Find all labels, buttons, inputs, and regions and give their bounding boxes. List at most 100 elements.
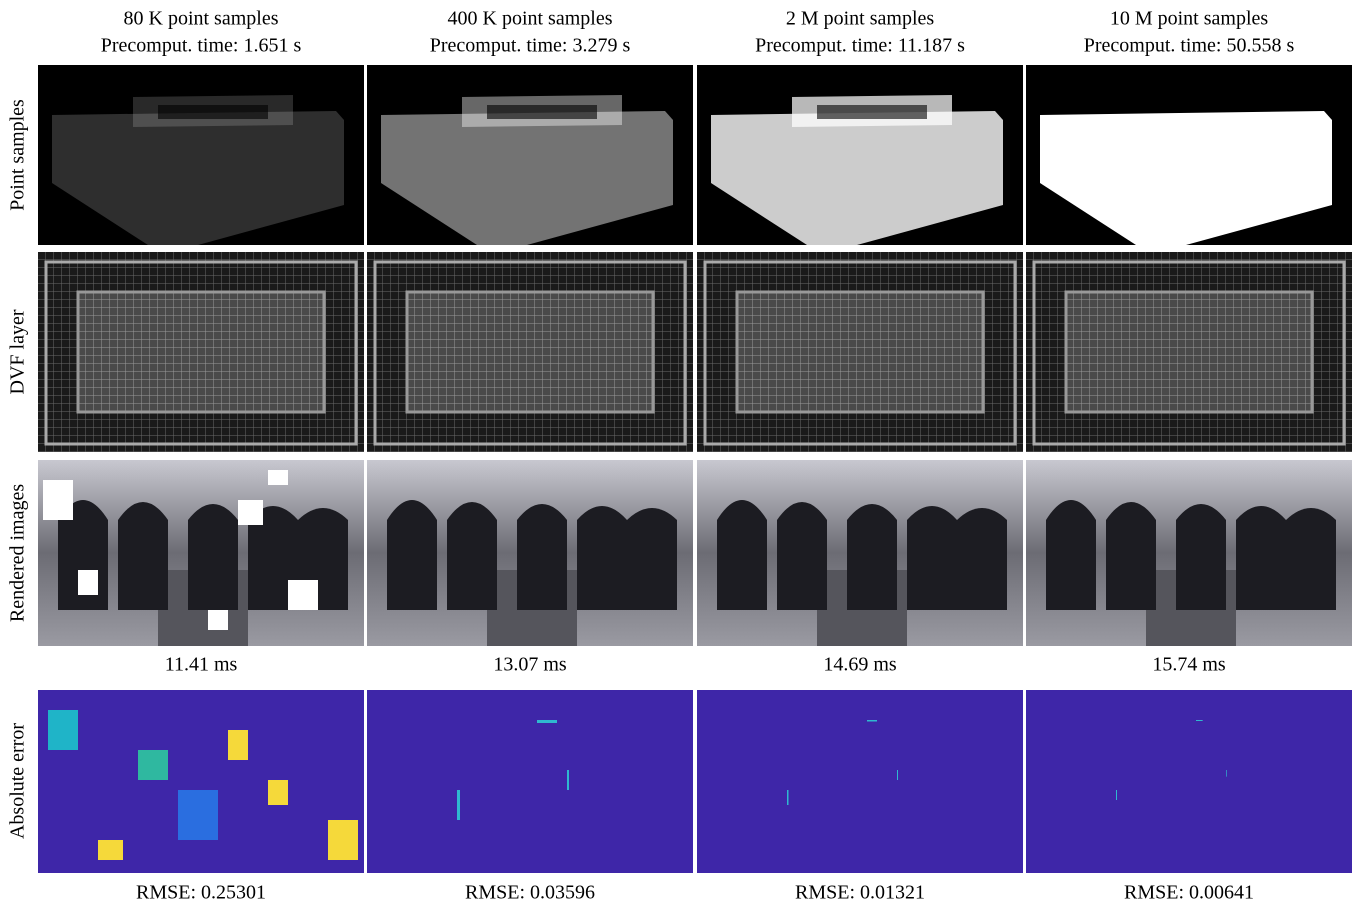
row-label: DVF layer xyxy=(7,309,29,394)
box xyxy=(1040,111,1332,245)
row-label: Rendered images xyxy=(7,484,29,622)
error-speck xyxy=(567,770,569,790)
arch xyxy=(188,504,238,610)
point-samples-image xyxy=(367,65,693,245)
point-samples-image xyxy=(1026,65,1352,245)
dvf-image xyxy=(367,252,693,452)
error-patch xyxy=(268,780,288,805)
arch xyxy=(847,504,897,610)
error-speck xyxy=(537,720,557,723)
arch xyxy=(777,502,827,610)
arch xyxy=(957,508,1007,610)
panels: 80 K point samples Precomput. time: 1.651… xyxy=(7,8,1352,904)
arch xyxy=(517,504,567,610)
dvf-image xyxy=(1026,252,1352,452)
rmse: RMSE: 0.00641 xyxy=(1124,882,1254,904)
dvf-image xyxy=(38,252,364,452)
rendered-image xyxy=(367,460,693,646)
rmse: RMSE: 0.03596 xyxy=(465,882,595,904)
arch xyxy=(577,506,627,610)
arch xyxy=(1176,504,1226,610)
render-time: 15.74 ms xyxy=(1152,654,1226,676)
box xyxy=(711,111,1003,245)
arch xyxy=(118,502,168,610)
artifact xyxy=(43,480,73,520)
error-speck xyxy=(1226,770,1227,777)
error-speck xyxy=(787,790,789,805)
column-title: 400 K point samples xyxy=(448,8,613,30)
box xyxy=(381,111,673,245)
arch xyxy=(717,500,767,610)
render-time: 13.07 ms xyxy=(493,654,567,676)
column-title: 10 M point samples xyxy=(1110,8,1269,30)
artifact xyxy=(238,500,263,525)
error xyxy=(367,690,693,873)
arch xyxy=(1106,502,1156,610)
row-label: Point samples xyxy=(7,99,29,211)
error-patch xyxy=(48,710,78,750)
error-speck xyxy=(1116,790,1117,800)
error-image xyxy=(1026,690,1352,873)
background xyxy=(38,65,364,245)
error-speck xyxy=(457,790,460,820)
background xyxy=(367,65,693,245)
arch xyxy=(248,506,298,610)
column-subtitle: Precomput. time: 50.558 s xyxy=(1084,35,1295,57)
error-patch xyxy=(228,730,248,760)
artifact xyxy=(268,470,288,485)
error xyxy=(697,690,1023,873)
arch xyxy=(1046,500,1096,610)
column-subtitle: Precomput. time: 11.187 s xyxy=(755,35,965,57)
error-speck xyxy=(1196,720,1203,721)
rendered-image xyxy=(697,460,1023,646)
column-title: 80 K point samples xyxy=(124,8,279,30)
point-samples-image xyxy=(697,65,1023,245)
inner xyxy=(487,105,597,119)
column-title: 2 M point samples xyxy=(786,8,935,30)
error-patch xyxy=(178,790,218,840)
arch xyxy=(627,508,677,610)
error-image xyxy=(38,690,364,873)
error-patch xyxy=(138,750,168,780)
inner xyxy=(158,105,268,119)
artifact xyxy=(288,580,318,610)
inner-frame xyxy=(735,290,985,414)
inner xyxy=(817,105,927,119)
error-image xyxy=(367,690,693,873)
arch xyxy=(907,506,957,610)
artifact xyxy=(78,570,98,595)
column-subtitle: Precomput. time: 1.651 s xyxy=(101,35,302,57)
point-samples-image xyxy=(38,65,364,245)
arch xyxy=(387,500,437,610)
error xyxy=(1026,690,1352,873)
box xyxy=(52,111,344,245)
artifact xyxy=(208,610,228,630)
inner-frame xyxy=(405,290,655,414)
arch xyxy=(1236,506,1286,610)
outer-frame xyxy=(1032,260,1346,446)
render-time: 14.69 ms xyxy=(823,654,897,676)
rendered-image xyxy=(38,460,364,646)
error-patch xyxy=(98,840,123,860)
rmse: RMSE: 0.25301 xyxy=(136,882,266,904)
rmse: RMSE: 0.01321 xyxy=(795,882,925,904)
outer-frame xyxy=(703,260,1017,446)
outer-frame xyxy=(373,260,687,446)
error xyxy=(38,690,364,873)
inner-frame xyxy=(76,290,326,414)
column-subtitle: Precomput. time: 3.279 s xyxy=(430,35,631,57)
dvf-image xyxy=(697,252,1023,452)
error-patch xyxy=(328,820,358,860)
rendered-image xyxy=(1026,460,1352,646)
error-image xyxy=(697,690,1023,873)
render-time: 11.41 ms xyxy=(165,654,238,676)
arch xyxy=(447,502,497,610)
row-label: Absolute error xyxy=(7,723,29,839)
error-speck xyxy=(867,720,877,722)
error-speck xyxy=(897,770,898,780)
inner-frame xyxy=(1064,290,1314,414)
outer-frame xyxy=(44,260,358,446)
arch xyxy=(1286,508,1336,610)
